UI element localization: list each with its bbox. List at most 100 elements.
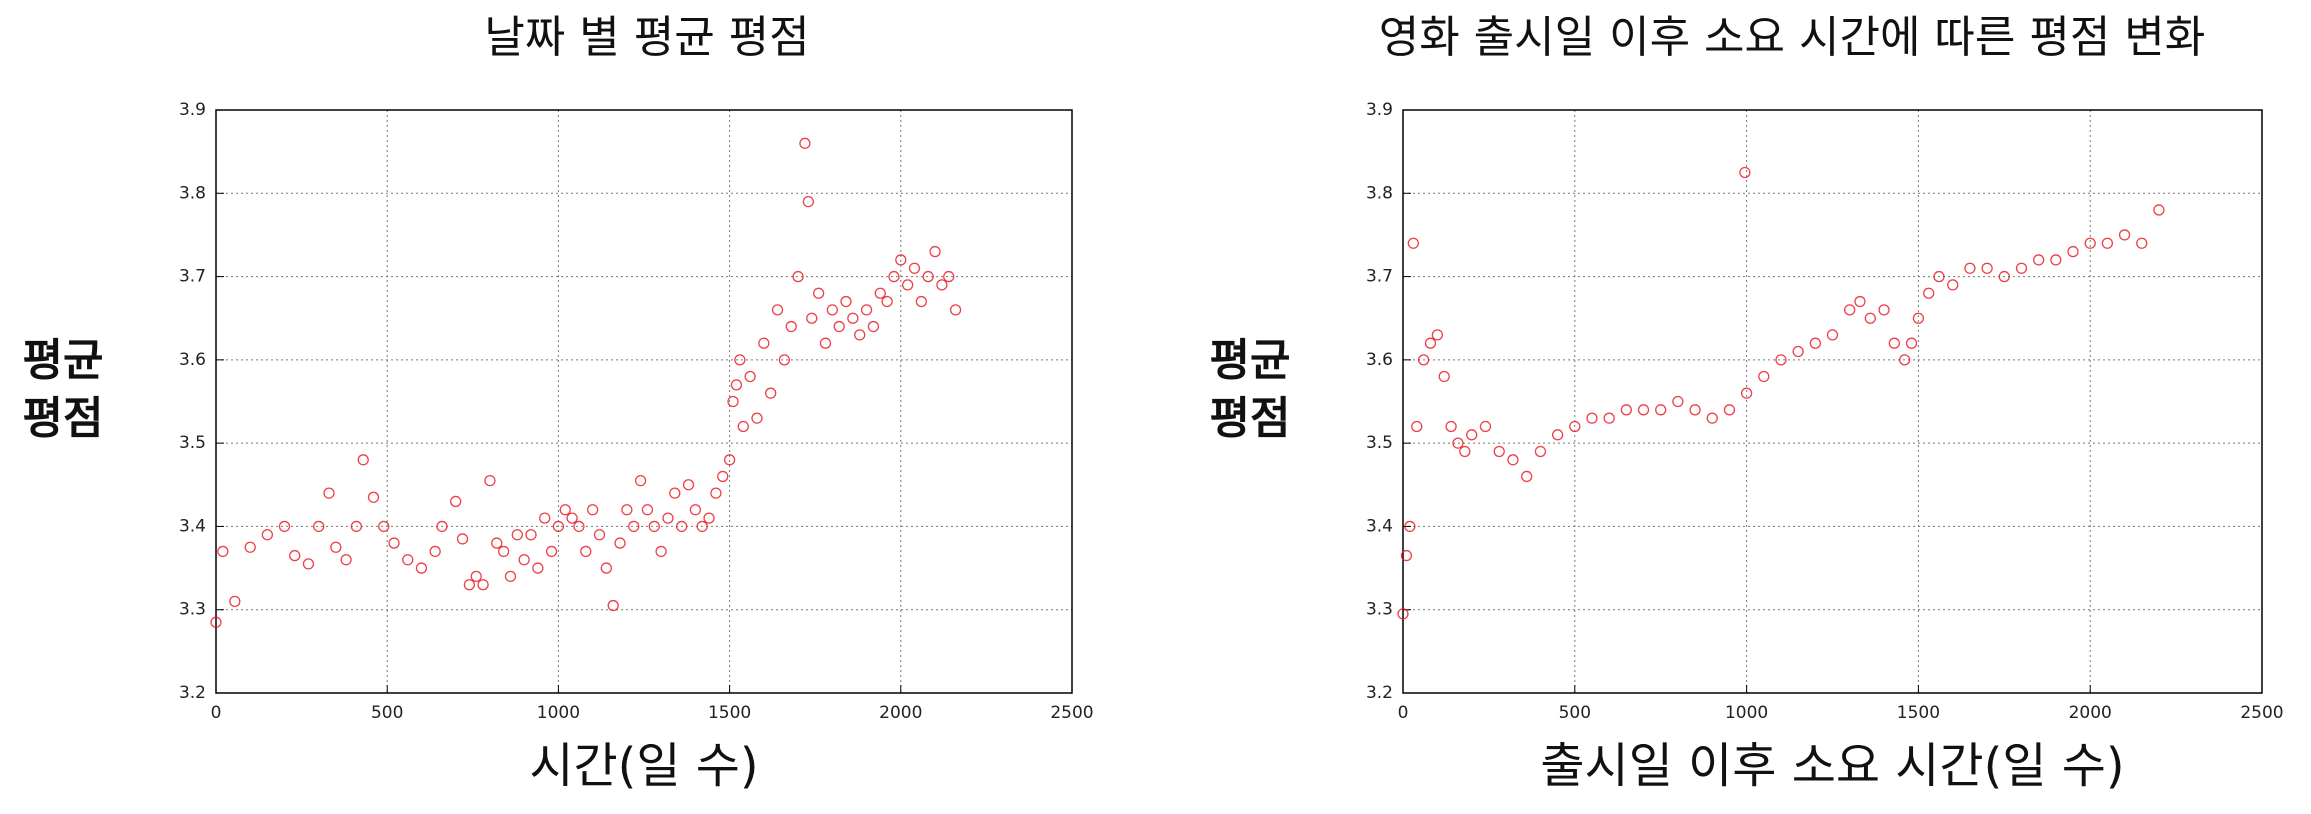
point xyxy=(727,395,739,408)
x-tick-label: 2500 xyxy=(1050,703,1093,723)
point xyxy=(415,562,428,574)
point xyxy=(1912,312,1925,324)
point xyxy=(785,320,797,333)
point xyxy=(949,304,962,316)
point xyxy=(607,599,619,612)
point xyxy=(655,545,667,558)
point xyxy=(1689,404,1701,416)
point xyxy=(676,520,688,533)
point xyxy=(1809,337,1821,349)
point xyxy=(1417,354,1430,366)
point xyxy=(936,279,948,291)
point xyxy=(621,504,633,516)
point xyxy=(367,491,380,503)
point xyxy=(477,579,489,591)
point xyxy=(799,137,811,149)
point xyxy=(2050,254,2062,266)
point xyxy=(840,295,852,308)
point xyxy=(217,545,229,558)
point xyxy=(915,295,927,308)
point xyxy=(1534,445,1547,458)
point xyxy=(710,487,722,499)
point xyxy=(734,354,746,366)
x-tick-label: 2000 xyxy=(879,703,922,723)
y-tick-label: 3.3 xyxy=(179,600,206,620)
point xyxy=(895,254,907,266)
point xyxy=(1723,404,1736,416)
point xyxy=(812,287,825,299)
point xyxy=(1404,520,1416,533)
point xyxy=(323,487,335,499)
point xyxy=(313,520,325,533)
point xyxy=(901,279,914,291)
point xyxy=(1740,387,1753,399)
point xyxy=(634,474,647,487)
point xyxy=(751,412,763,424)
point xyxy=(792,270,804,283)
point xyxy=(511,529,523,541)
point xyxy=(744,370,756,383)
point xyxy=(340,554,352,566)
point xyxy=(860,304,873,316)
x-tick-label: 500 xyxy=(1559,703,1591,723)
point xyxy=(908,262,921,274)
point xyxy=(1620,404,1632,416)
point xyxy=(1998,270,2010,283)
point xyxy=(2033,254,2045,266)
point xyxy=(1844,304,1856,316)
point xyxy=(806,312,818,324)
point xyxy=(484,474,496,487)
point xyxy=(2015,262,2028,274)
point xyxy=(1775,354,1787,366)
point xyxy=(614,537,626,549)
point xyxy=(2118,229,2131,241)
y-tick-label: 3.5 xyxy=(179,433,206,453)
point xyxy=(1445,420,1457,433)
point xyxy=(1899,354,1911,366)
point xyxy=(847,312,859,324)
point xyxy=(1466,429,1478,441)
point xyxy=(662,512,674,524)
x-tick-label: 1000 xyxy=(537,703,580,723)
point xyxy=(833,320,845,333)
point xyxy=(771,304,784,316)
point xyxy=(641,504,654,516)
point xyxy=(463,579,476,591)
point xyxy=(881,295,893,308)
point xyxy=(758,337,770,349)
point xyxy=(2067,245,2079,258)
point xyxy=(648,520,660,533)
point xyxy=(1603,412,1615,424)
y-axis-label: 평균 평점 xyxy=(1210,335,1291,444)
point xyxy=(1397,608,1409,620)
x-tick-label: 0 xyxy=(211,703,222,723)
point xyxy=(450,495,462,508)
point xyxy=(302,558,315,570)
point xyxy=(436,520,448,533)
point xyxy=(402,554,414,566)
point xyxy=(429,545,441,558)
chart-title: 날짜 별 평균 평점 xyxy=(484,12,809,63)
point xyxy=(737,420,749,433)
point xyxy=(261,529,274,541)
point xyxy=(1888,337,1900,349)
point xyxy=(532,562,544,574)
point xyxy=(278,520,291,533)
x-tick-label: 1500 xyxy=(708,703,751,723)
x-tick-label: 0 xyxy=(1398,703,1409,723)
point xyxy=(1586,412,1598,424)
point xyxy=(1739,166,1751,179)
plot-frame xyxy=(215,109,1073,694)
point xyxy=(2136,237,2148,249)
y-tick-label: 3.7 xyxy=(179,267,206,287)
point xyxy=(854,329,866,341)
point xyxy=(867,320,880,333)
point xyxy=(539,512,551,524)
point xyxy=(1672,395,1684,408)
point xyxy=(470,570,482,583)
y-tick-label: 3.7 xyxy=(1366,267,1393,287)
point xyxy=(1507,454,1519,466)
x-tick-label: 1500 xyxy=(1897,703,1940,723)
point xyxy=(723,454,736,466)
